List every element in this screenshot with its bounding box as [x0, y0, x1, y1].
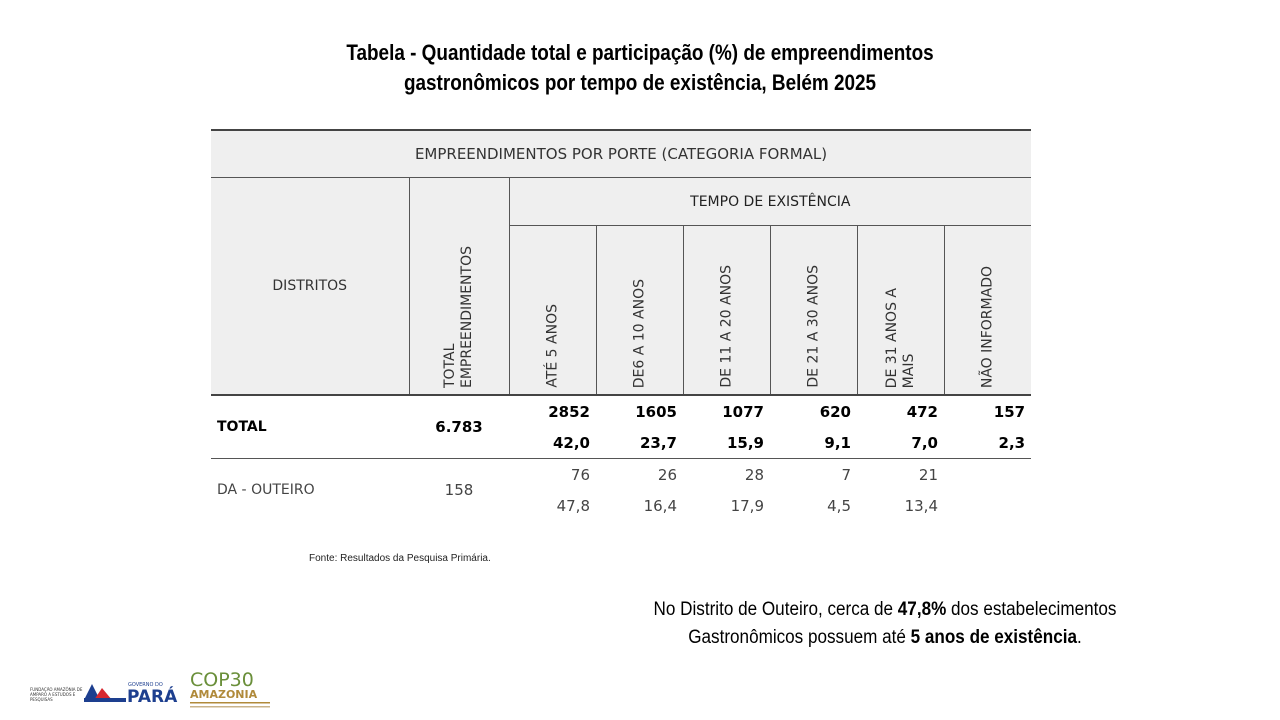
cop-bottom-text: AMAZONIA: [190, 688, 258, 701]
note-highlight-years: 5 anos de existência: [910, 627, 1077, 648]
count-cell: 26: [657, 465, 677, 484]
percent-cell: 2,3: [944, 427, 1032, 459]
count-cell: 472: [906, 402, 938, 421]
count-cell: 620: [819, 402, 851, 421]
fapespa-text-1: FUNDAÇÃO AMAZÔNIA DE: [30, 687, 83, 692]
column-header-period: DE 31 ANOS A MAIS: [857, 225, 945, 396]
period-label: ATÉ 5 ANOS: [544, 304, 560, 388]
cop-top-text: COP30: [190, 669, 254, 691]
percent-cell: 15,9: [683, 427, 770, 459]
count-cell: 28: [744, 465, 764, 484]
column-header-period: DE 11 A 20 ANOS: [683, 225, 771, 396]
column-header-period: ATÉ 5 ANOS: [509, 225, 597, 396]
gov-small-text: GOVERNO DO: [128, 682, 163, 688]
row-label: TOTAL: [211, 395, 409, 459]
table-row: 42,0 23,7 15,9 9,1 7,0 2,3: [211, 427, 1032, 459]
column-header-period: NÃO INFORMADO: [944, 225, 1032, 396]
title-line-1: Tabela - Quantidade total e participação…: [346, 40, 934, 65]
period-label: DE6 A 10 ANOS: [631, 278, 647, 388]
fapespa-text-2: AMPARO A ESTUDOS E: [30, 692, 76, 697]
data-table: EMPREENDIMENTOS POR PORTE (CATEGORIA FOR…: [211, 129, 1032, 521]
percent-cell: 47,8: [556, 496, 590, 515]
percent-cell: 4,5: [827, 496, 851, 515]
row-label: DA - OUTEIRO: [217, 482, 315, 498]
column-header-period: DE 21 A 30 ANOS: [770, 225, 858, 396]
note-middle: dos estabelecimentos: [946, 599, 1117, 620]
period-label: DE 11 A 20 ANOS: [718, 265, 734, 388]
para-flag-icon: [84, 684, 126, 702]
table-row: TOTAL 6.783 2852 1605 1077 620 472 157: [211, 395, 1031, 459]
count-cell: 76: [570, 465, 590, 484]
title-line-2: gastronômicos por tempo de existência, B…: [403, 70, 877, 95]
column-header-period: DE6 A 10 ANOS: [596, 225, 684, 396]
table-row: DA - OUTEIRO 158 76 26 28 7 21: [211, 459, 1031, 500]
column-header-total: TOTAL EMPREENDIMENTOS: [409, 177, 510, 396]
percent-cell: 23,7: [596, 427, 683, 459]
note-suffix: .: [1076, 627, 1082, 648]
percent-cell: 16,4: [643, 496, 677, 515]
count-cell: 21: [918, 465, 938, 484]
period-label: NÃO INFORMADO: [979, 265, 996, 388]
table-banner: EMPREENDIMENTOS POR PORTE (CATEGORIA FOR…: [211, 129, 1032, 178]
column-group-tempo: TEMPO DE EXISTÊNCIA: [509, 177, 1032, 226]
column-header-total-label: TOTAL EMPREENDIMENTOS: [442, 245, 475, 388]
fapespa-text-3: PESQUISAS: [30, 697, 53, 702]
percent-cell: [944, 490, 1031, 521]
period-label: DE 31 ANOS A MAIS: [883, 287, 917, 388]
count-cell: 2852: [548, 402, 590, 421]
fapespa-logo: FUNDAÇÃO AMAZÔNIA DE AMPARO A ESTUDOS E …: [30, 687, 83, 702]
slide-title: Tabela - Quantidade total e participação…: [90, 38, 1191, 98]
percent-cell: 17,9: [730, 496, 764, 515]
count-cell: 7: [841, 465, 851, 484]
row-total: 158: [444, 481, 474, 499]
count-cell: 1605: [635, 402, 677, 421]
summary-note: No Distrito de Outeiro, cerca de 47,8% d…: [620, 596, 1151, 652]
column-header-distritos: DISTRITOS: [211, 177, 410, 396]
count-cell: 1077: [722, 402, 764, 421]
percent-cell: 9,1: [770, 427, 857, 459]
governo-para-logo: GOVERNO DO PARÁ: [127, 682, 178, 707]
table-row: 47,8 16,4 17,9 4,5 13,4: [211, 490, 1031, 521]
note-highlight-percent: 47,8%: [897, 599, 947, 620]
note-line2: Gastronômicos possuem até: [688, 627, 911, 648]
period-label: DE 21 A 30 ANOS: [805, 265, 821, 388]
percent-cell: 7,0: [857, 427, 944, 459]
cop30-logo: COP30 AMAZONIA: [190, 669, 270, 708]
logos-graphic: FUNDAÇÃO AMAZÔNIA DE AMPARO A ESTUDOS E …: [30, 669, 270, 708]
footer-logos: FUNDAÇÃO AMAZÔNIA DE AMPARO A ESTUDOS E …: [30, 664, 280, 712]
percent-cell: 13,4: [904, 496, 938, 515]
percent-cell: 42,0: [509, 427, 596, 459]
source-note: Fonte: Resultados da Pesquisa Primária.: [309, 553, 491, 564]
note-prefix: No Distrito de Outeiro, cerca de: [653, 599, 898, 620]
count-cell: 157: [993, 402, 1026, 421]
gov-big-text: PARÁ: [127, 685, 178, 707]
count-cell: [944, 459, 1031, 491]
row-total: 6.783: [409, 395, 509, 459]
